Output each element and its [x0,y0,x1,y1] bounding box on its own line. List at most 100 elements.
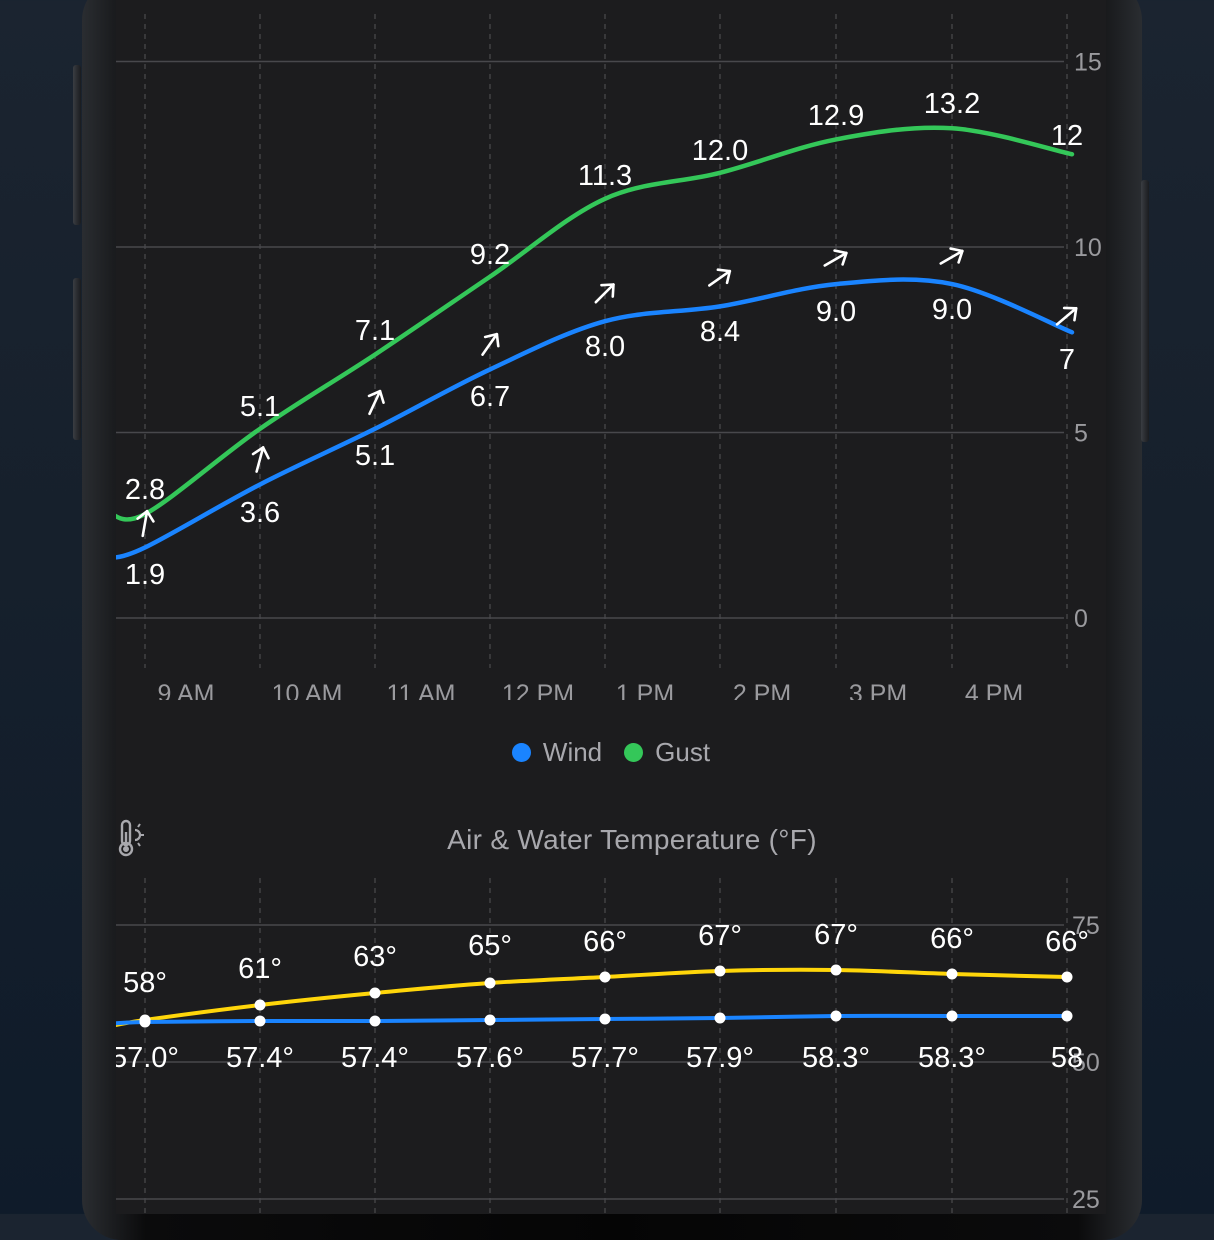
volume-down-button [73,278,81,440]
wind-legend-label: Wind [542,736,603,767]
water-temperature-label: 57.4° [226,1042,294,1074]
water-temperature-label: 57.0° [116,1042,179,1074]
air-temperature-label: 67° [698,920,742,952]
gust-series-line [116,125,1075,522]
arrow-shaft [708,269,732,287]
wind-series-line [116,277,1075,560]
wind-value-label: 8.4 [700,316,740,348]
arrow-shaft [939,249,964,265]
gust-value-label: 13.2 [924,88,980,120]
wind-value-label: 7 [1059,344,1075,376]
wind-value-label: 5.1 [355,440,395,472]
arrow-head [251,446,270,460]
gust-value-label: 7.1 [355,315,395,347]
arrow-head [367,389,385,404]
air-temperature-label: 66° [930,923,974,955]
volume-up-button [73,65,81,225]
y-tick-label: 75 [1072,912,1100,940]
wind-direction-arrow-icon [594,283,615,304]
air-data-point [830,964,842,976]
arrow-shaft [368,389,382,416]
thermometer-sun-icon [118,819,437,860]
air-temperature-label: 66° [583,926,627,958]
water-data-point [1061,1010,1073,1022]
wind-value-label: 8.0 [585,331,625,363]
arrow-head [716,268,732,285]
air-data-point [484,977,496,989]
y-tick-label: 0 [1074,605,1088,633]
water-data-point [946,1010,958,1022]
legend-item-wind[interactable]: Wind [511,736,603,768]
time-axis-label: 3 PM [849,680,907,700]
wind-direction-arrow-icon [251,446,270,473]
gust-value-label: 5.1 [240,391,280,423]
wind-direction-arrow-icon [136,509,155,538]
water-data-point [714,1012,726,1024]
arrow-shaft [823,251,848,267]
gust-value-label: 9.2 [470,239,510,271]
y-tick-label: 50 [1072,1049,1100,1077]
arrow-shaft [255,446,265,473]
water-temperature-label: 57.9° [686,1042,754,1074]
wind-direction-arrow-icon [708,268,732,287]
water-temperature-label: 57.6° [456,1042,524,1074]
air-data-point [599,971,611,983]
air-data-point [369,987,381,999]
arrow-shaft [141,509,149,538]
air-temperature-line [116,967,1069,1027]
water-temperature-label: 58.3° [802,1042,870,1074]
air-temperature-label: 63° [353,941,397,973]
time-axis-label: 12 PM [502,680,574,700]
arrow-shaft [481,332,499,356]
arrow-head [949,247,964,264]
gust-value-label: 2.8 [125,474,165,506]
temperature-section-label: Air & Water Temperature (°F) [447,824,817,855]
arrow-head [833,249,848,266]
y-tick-label: 15 [1074,49,1102,77]
wind-direction-arrow-icon [823,249,848,267]
arrow-head [600,283,615,298]
water-data-point [484,1014,496,1026]
time-axis-label: 9 AM [158,680,215,700]
wind-value-label: 3.6 [240,497,280,529]
air-temperature-label: 65° [468,930,512,962]
time-axis-label: 1 PM [616,680,674,700]
arrow-shaft [1055,306,1078,326]
arrow-shaft [594,283,615,304]
wind-gust-chart: 15 10 5 0 9 AM 10 AM 11 AM 12 PM 1 PM 2 PM 3 PM 4 P… [116,14,1102,700]
time-axis-label: 2 PM [733,680,791,700]
gust-value-label: 11.3 [578,160,632,192]
water-data-point [369,1015,381,1027]
air-temperature-label: 67° [814,919,858,951]
air-water-temperature-chart: 75 50 25 58° 61° 63° 65° 66° 67° 67° 66° 66° 57.0° 57… [116,878,1100,1214]
wind-value-label: 6.7 [470,381,510,413]
arrow-head [1062,306,1078,322]
gust-legend-label: Gust [655,736,711,767]
arrow-head [136,509,155,523]
air-temperature-label: 61° [238,953,282,985]
wind-legend-dot [511,742,531,762]
y-tick-label: 25 [1072,1186,1100,1214]
gust-value-label: 12.0 [692,135,748,167]
legend-item-gust[interactable]: Gust [624,737,710,768]
air-data-point [254,999,266,1011]
gust-value-label: 12.9 [808,100,864,132]
water-data-point [830,1010,842,1022]
water-temperature-line [116,1013,1069,1026]
wind-direction-arrow-icon [481,332,500,356]
y-tick-label: 10 [1074,234,1102,262]
wind-direction-arrow-icon [939,247,964,265]
wind-value-label: 9.0 [932,294,972,326]
y-tick-label: 5 [1074,420,1088,448]
air-data-point [714,965,726,977]
time-axis-label: 4 PM [965,680,1023,700]
wind-value-label: 1.9 [125,559,165,591]
water-data-point [139,1016,151,1028]
air-temperature-label: 66° [1045,926,1089,958]
air-data-point [946,968,958,980]
water-temperature-label: 58 [1051,1042,1083,1074]
app-screen: 15 10 5 0 9 AM 10 AM 11 AM 12 PM 1 PM 2 PM 3 PM 4 P… [116,0,1106,1214]
air-data-point [1061,971,1073,983]
air-temperature-label: 58° [123,967,167,999]
gust-value-label: 12 [1051,120,1083,152]
